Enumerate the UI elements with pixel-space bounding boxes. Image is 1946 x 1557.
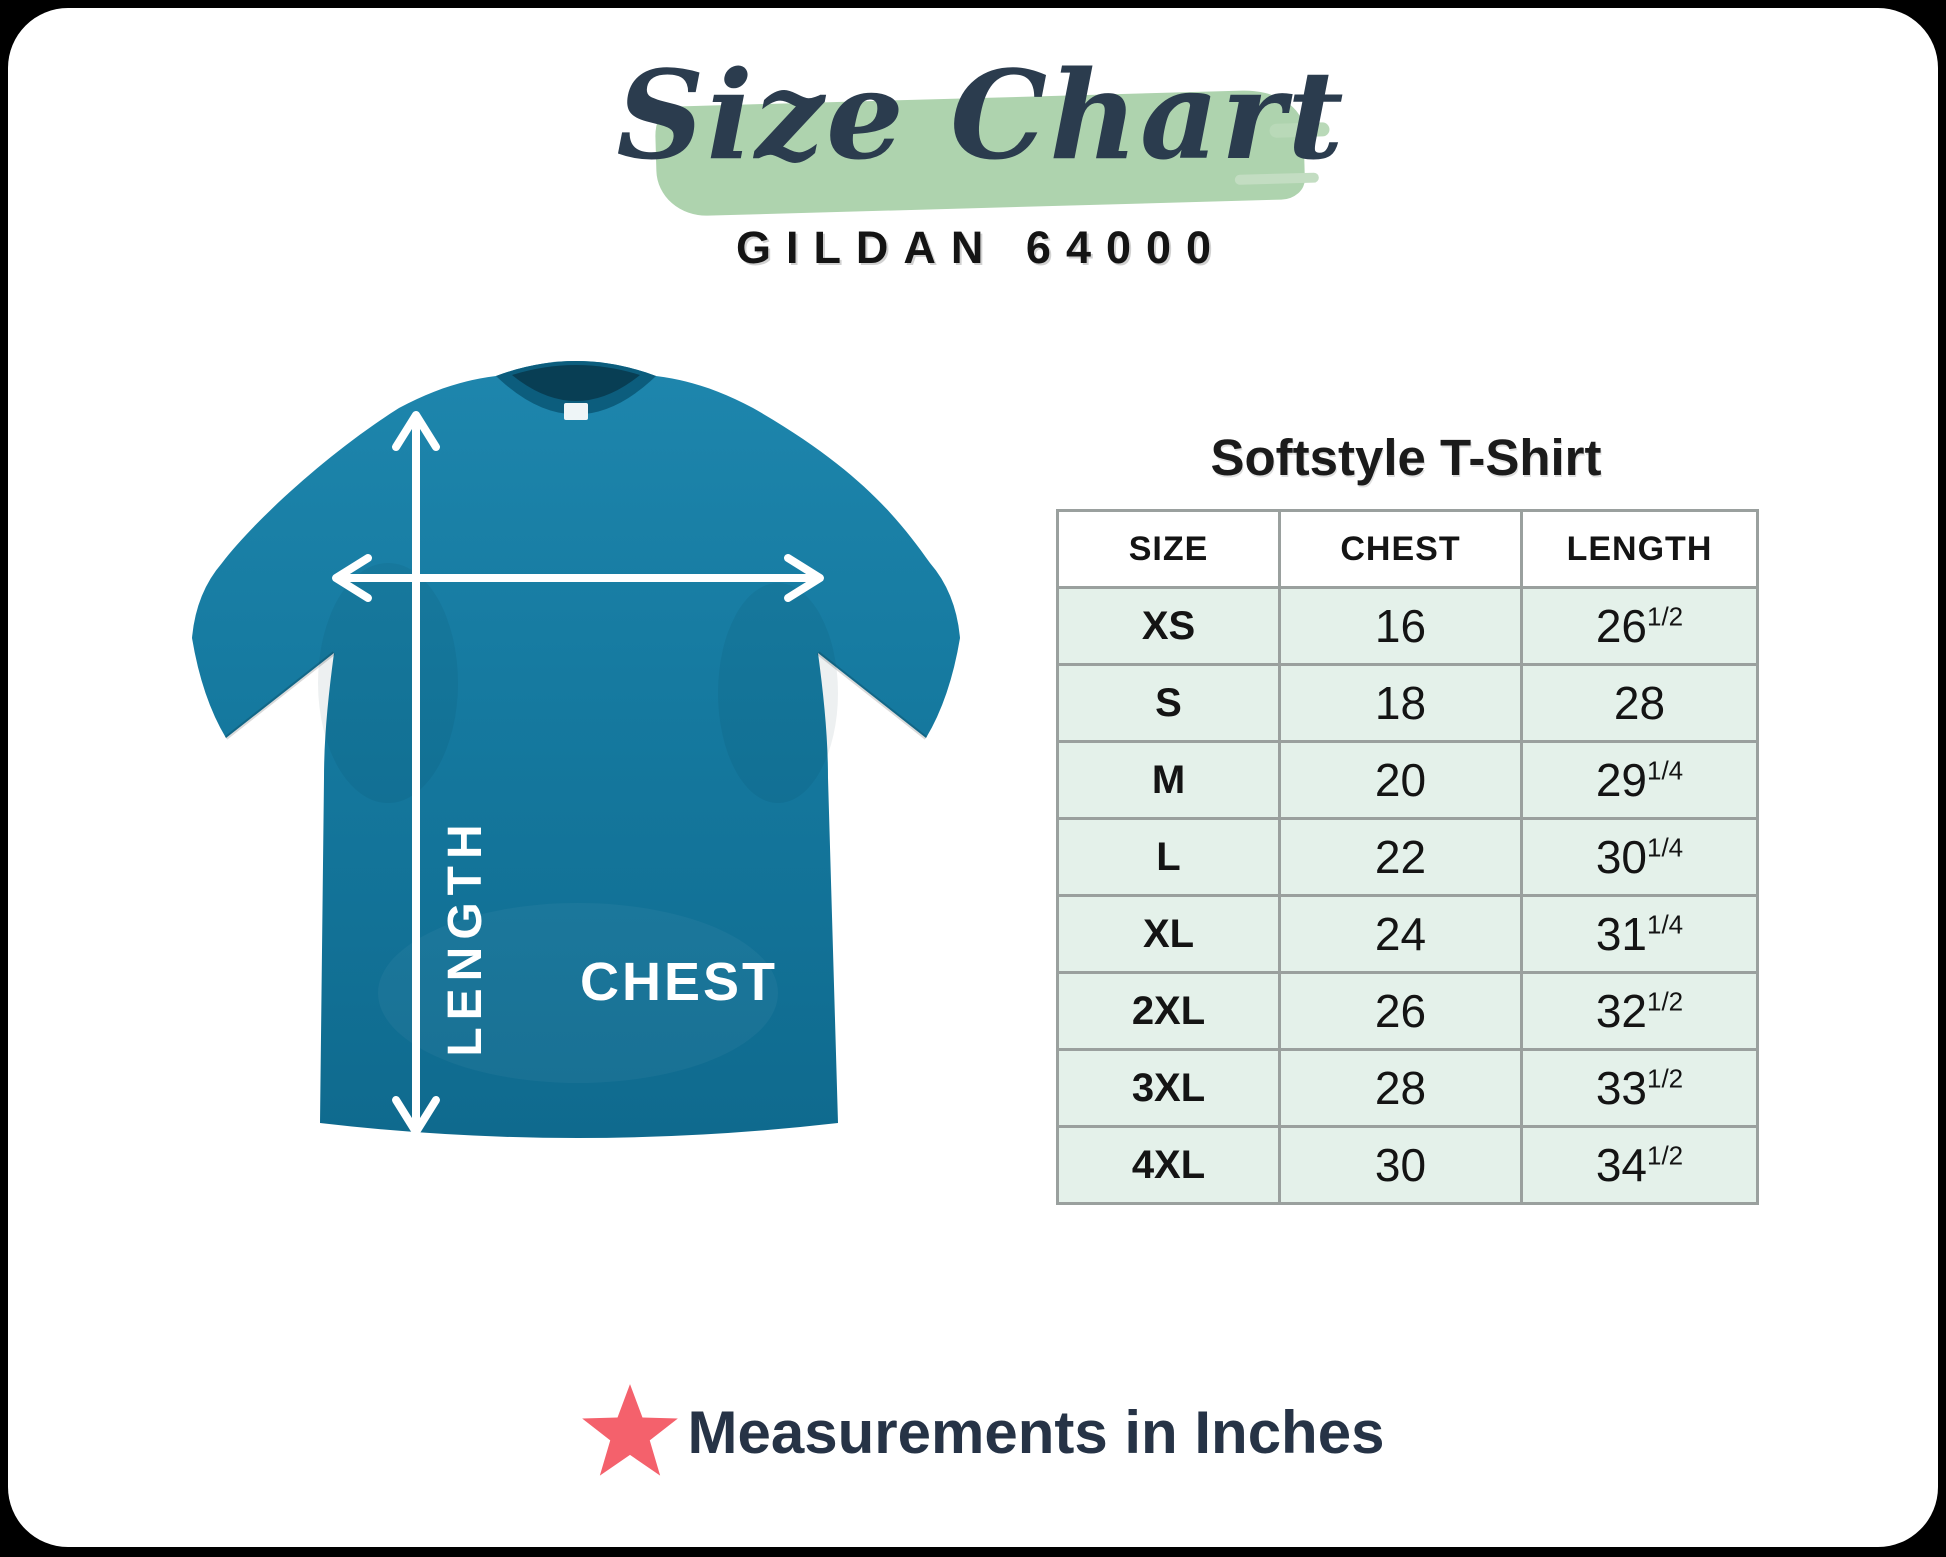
chest-label: CHEST xyxy=(579,952,778,1012)
length-arrow-head-top xyxy=(392,411,440,451)
chest-cell: 18 xyxy=(1278,663,1523,743)
footer-text: Measurements in Inches xyxy=(687,1398,1385,1466)
size-table: SIZE CHEST LENGTH XS 16 261/2 S 18 28 M … xyxy=(1056,509,1759,1205)
collar-tag xyxy=(564,403,588,420)
table-row: XS 16 261/2 xyxy=(1056,586,1759,666)
table-row: L 22 301/4 xyxy=(1056,817,1759,897)
chest-cell: 30 xyxy=(1278,1125,1523,1205)
footer-note: Measurements in Inches xyxy=(8,1380,1938,1484)
chest-cell: 16 xyxy=(1278,586,1523,666)
length-cell: 28 xyxy=(1520,663,1759,743)
chest-cell: 24 xyxy=(1278,894,1523,974)
table-row: M 20 291/4 xyxy=(1056,740,1759,820)
size-table-block: Softstyle T-Shirt SIZE CHEST LENGTH XS 1… xyxy=(1056,428,1759,1205)
table-row: 3XL 28 331/2 xyxy=(1056,1048,1759,1128)
table-row: 2XL 26 321/2 xyxy=(1056,971,1759,1051)
length-arrow-head-bottom xyxy=(392,1096,440,1136)
chest-cell: 20 xyxy=(1278,740,1523,820)
table-title: Softstyle T-Shirt xyxy=(1210,429,1602,486)
length-cell: 321/2 xyxy=(1520,971,1759,1051)
size-cell: 4XL xyxy=(1056,1125,1281,1205)
size-cell: L xyxy=(1056,817,1281,897)
measurement-arrows xyxy=(332,411,824,1136)
chest-cell: 26 xyxy=(1278,971,1523,1051)
length-cell: 311/4 xyxy=(1520,894,1759,974)
chest-arrow-head-left xyxy=(332,554,372,602)
size-chart-card: Size Chart GILDAN 64000 xyxy=(8,8,1938,1547)
table-row: 4XL 30 341/2 xyxy=(1056,1125,1759,1205)
star-icon xyxy=(581,1384,678,1476)
tshirt-body xyxy=(192,361,960,1138)
size-cell: 3XL xyxy=(1056,1048,1281,1128)
length-label: LENGTH xyxy=(439,817,492,1057)
chest-cell: 22 xyxy=(1278,817,1523,897)
size-cell: XL xyxy=(1056,894,1281,974)
chest-cell: 28 xyxy=(1278,1048,1523,1128)
size-cell: S xyxy=(1056,663,1281,743)
table-row: S 18 28 xyxy=(1056,663,1759,743)
page-title: Size Chart xyxy=(616,43,1346,187)
table-header-row: SIZE CHEST LENGTH xyxy=(1056,509,1759,589)
header-chest: CHEST xyxy=(1278,509,1523,589)
length-cell: 291/4 xyxy=(1520,740,1759,820)
chest-arrow-head-right xyxy=(784,554,824,602)
size-cell: XS xyxy=(1056,586,1281,666)
length-cell: 261/2 xyxy=(1520,586,1759,666)
length-cell: 301/4 xyxy=(1520,817,1759,897)
product-model-subtitle: GILDAN 64000 xyxy=(735,222,1227,273)
header-length: LENGTH xyxy=(1520,509,1759,589)
tshirt-illustration xyxy=(138,353,988,1173)
length-cell: 331/2 xyxy=(1520,1048,1759,1128)
table-row: XL 24 311/4 xyxy=(1056,894,1759,974)
length-cell: 341/2 xyxy=(1520,1125,1759,1205)
size-cell: 2XL xyxy=(1056,971,1281,1051)
tshirt-graphic xyxy=(192,361,960,1138)
size-cell: M xyxy=(1056,740,1281,820)
header-size: SIZE xyxy=(1056,509,1281,589)
